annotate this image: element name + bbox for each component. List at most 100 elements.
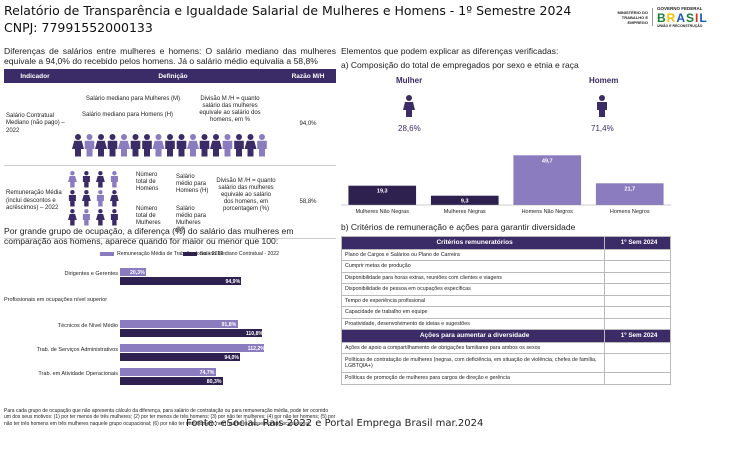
man-figure-icon [110, 171, 118, 188]
man-figure-icon [82, 171, 90, 188]
criteria-cell [604, 260, 671, 273]
criteria-row: Disponibilidade de pessoa em ocupações e… [340, 283, 606, 296]
woman-figure-icon [68, 171, 77, 188]
woman-figure-icon [403, 95, 415, 117]
diversity-row: Ações de apoio a compartilhamento de obr… [340, 341, 606, 354]
criteria-row: Plano de Cargos e Salários ou Plano de C… [340, 248, 606, 261]
criteria-cell [604, 306, 671, 319]
def-total-women: Número total de Mulheres [136, 206, 161, 226]
legend-swatch-2 [183, 251, 197, 256]
man-figure-icon [234, 133, 244, 157]
woman-figure-icon [96, 171, 105, 188]
occupation-value-label: 110,8% [245, 330, 264, 337]
occupation-bar [120, 268, 146, 276]
legend-label-1: Remuneração Média de Trabalhadores - 202… [117, 251, 224, 257]
occupation-value-label: 80,3% [206, 378, 222, 385]
def-avg-men: Salário médio para Homens (H) [176, 174, 209, 194]
composition-bar [513, 155, 582, 205]
occupation-label: Trab. de Serviços Administrativos [36, 347, 118, 353]
man-figure-icon [142, 133, 152, 157]
def-total-men: Número total de Homens [136, 172, 159, 192]
logo-divider [652, 8, 653, 26]
composition-bar [348, 185, 417, 205]
legend-swatch-1 [100, 251, 114, 256]
row-label-median: Salário Contratual Mediano (não pago) – … [4, 83, 66, 166]
diversity-cell [604, 372, 671, 385]
criteria-header: Critérios remuneratórios [340, 236, 606, 250]
man-figure-icon [165, 133, 175, 157]
row-label-average: Remuneração Média (inclui descontos e ac… [4, 165, 66, 239]
ratio-median: 94,0% [280, 83, 336, 166]
diversity-cell [604, 353, 671, 373]
occupation-bar [120, 344, 264, 352]
criteria-table: Critérios remuneratórios 1º Sem 2024 Pla… [340, 236, 671, 385]
definition-average: Número total de Homens Número total de M… [66, 165, 280, 239]
composition-value-label: 9,3 [461, 199, 469, 205]
woman-figure-icon [95, 133, 107, 157]
occupation-bar [120, 377, 223, 385]
report-title: Relatório de Transparência e Igualdade S… [4, 3, 572, 18]
def-avg-women: Salário médio para Mulheres (M) [176, 206, 207, 233]
source-note: Fonte: eSocial. Rais 2022 e Portal Empre… [186, 418, 484, 429]
ratio-average: 58,8% [280, 165, 336, 239]
woman-figure-icon [244, 133, 257, 157]
man-figure-icon [110, 209, 118, 226]
def-average-formula: Divisão M /H = quanto salário das mulher… [216, 178, 276, 212]
man-figure-icon [130, 133, 141, 157]
criteria-row: Capacidade de trabalho em equipe [340, 306, 606, 319]
mte-logo: MINISTÉRIO DO TRABALHO E EMPREGO [617, 9, 648, 25]
criteria-header-period: 1º Sem 2024 [604, 236, 671, 250]
occupation-label: Trab. em Atividade Operacionais [38, 371, 118, 377]
th-indicator: Indicador [4, 69, 66, 83]
criteria-row: Proatividade, desenvolvimento de ideias … [340, 317, 606, 330]
woman-figure-icon [152, 133, 165, 157]
composition-value-label: 49,7 [542, 158, 553, 164]
composition-value-label: 19,3 [377, 189, 388, 195]
salary-intro: Diferenças de salários entre mulheres e … [4, 46, 336, 66]
definition-median: Salário mediano para Mulheres (M) Salári… [66, 83, 280, 166]
woman-figure-icon [210, 133, 222, 157]
composition-category-label: Homens Negros [610, 209, 650, 215]
composition-value-label: 21,7 [624, 186, 635, 192]
th-ratio: Razão M/H [280, 69, 336, 83]
occupation-bar [120, 368, 216, 376]
criteria-row: Tempo de experiência profissional [340, 294, 606, 307]
composition-bar [595, 183, 664, 205]
criteria-cell [604, 283, 671, 296]
criteria-cell [604, 294, 671, 307]
th-definition: Definição [66, 69, 280, 83]
composition-category-label: Mulheres Negras [444, 209, 486, 215]
people-row-median [72, 133, 267, 157]
legend-series-1: Remuneração Média de Trabalhadores - 202… [100, 251, 223, 257]
composition-bar [430, 195, 499, 205]
composition-title: a) Composição do total de empregados por… [341, 60, 579, 70]
occupation-chart: Remuneração Média de Trabalhadores - 202… [0, 248, 336, 406]
legend-series-2: Salário Mediano Contratual - 2022 [183, 251, 279, 257]
occupation-intro: Por grande grupo de ocupação, a diferenç… [4, 226, 294, 246]
man-figure-icon [257, 133, 267, 157]
man-figure-icon [68, 190, 76, 207]
occupation-value-label: 112,2% [247, 345, 265, 352]
woman-figure-icon [96, 209, 105, 226]
woman-figure-icon [82, 190, 91, 207]
diversity-header: Ações para aumentar a diversidade [340, 329, 606, 343]
women-label: Mulher [396, 76, 423, 85]
gov-slogan: UNIÃO E RECONSTRUÇÃO [657, 23, 703, 28]
occupation-bar [120, 277, 242, 285]
criteria-row: Cumprir metas de produção [340, 260, 606, 273]
occupation-value-label: 74,7% [199, 369, 215, 376]
men-percent: 71,4% [591, 124, 614, 133]
diversity-row: Políticas de promoção de mulheres para c… [340, 372, 606, 385]
def-median-women: Salário mediano para Mulheres (M) [86, 95, 181, 102]
woman-figure-icon [118, 133, 130, 157]
occupation-value-label: 20,3% [129, 269, 145, 276]
man-figure-icon [176, 133, 187, 157]
man-figure-icon [597, 95, 607, 117]
def-median-formula: Divisão M /H = quanto salário das mulher… [199, 95, 261, 123]
man-figure-icon [96, 190, 104, 207]
man-figure-icon [107, 133, 118, 157]
woman-figure-icon [110, 190, 119, 207]
men-label: Homem [589, 76, 619, 85]
